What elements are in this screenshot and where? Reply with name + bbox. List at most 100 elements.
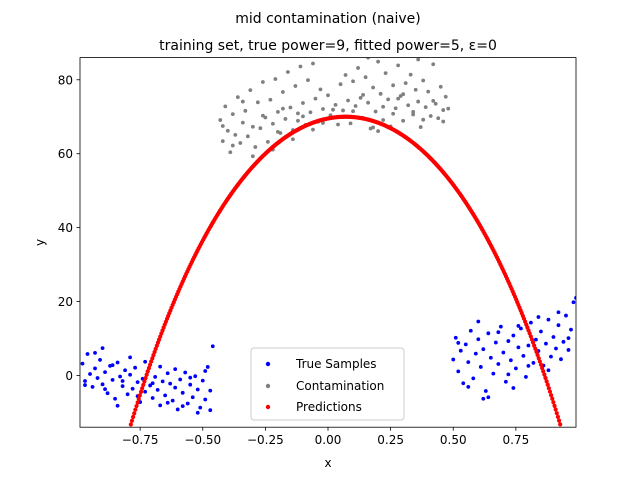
true-samples-point <box>506 339 511 343</box>
contamination-point <box>438 84 443 89</box>
contamination-point <box>321 107 325 111</box>
prediction-point <box>556 418 562 423</box>
contamination-point <box>361 93 365 97</box>
prediction-point <box>546 386 551 391</box>
contamination-point <box>346 98 350 103</box>
contamination-point <box>371 85 375 90</box>
true-samples-point <box>503 379 508 384</box>
x-tick-label: 0.00 <box>315 433 342 447</box>
contamination-point <box>351 109 355 114</box>
contamination-point <box>308 110 313 115</box>
contamination-point <box>391 111 396 116</box>
legend-marker-true-samples <box>265 361 271 367</box>
prediction-point <box>138 389 144 394</box>
contamination-point <box>238 141 243 145</box>
prediction-point <box>137 393 142 398</box>
true-samples-point <box>488 355 493 360</box>
contamination-point <box>306 78 310 83</box>
contamination-point <box>401 118 406 123</box>
prediction-point <box>151 353 156 358</box>
contamination-point <box>376 59 380 64</box>
true-samples-point <box>180 390 185 395</box>
prediction-point <box>545 382 550 387</box>
prediction-point <box>129 418 135 423</box>
contamination-point <box>228 150 233 155</box>
contamination-point <box>255 100 260 105</box>
true-samples-point <box>118 374 122 379</box>
x-axis: −0.75 −0.50 −0.25 0.00 0.25 0.50 0.75 <box>122 427 530 447</box>
chart-subtitle: training set, true power=9, fitted power… <box>159 38 497 54</box>
contamination-point <box>243 108 248 113</box>
true-samples-point <box>526 363 531 368</box>
true-samples-point <box>468 328 473 333</box>
true-samples-point <box>473 351 478 356</box>
contamination-point <box>348 121 353 126</box>
legend-box <box>250 347 405 421</box>
contamination-point <box>258 126 263 131</box>
contamination-point <box>296 118 300 123</box>
true-samples-point <box>105 391 110 396</box>
true-samples-point <box>518 326 523 331</box>
contamination-point <box>336 122 340 127</box>
true-samples-point <box>451 357 456 362</box>
true-samples-point <box>143 359 148 364</box>
true-samples-point <box>120 384 125 389</box>
contamination-point <box>225 128 230 133</box>
true-samples-point <box>193 374 198 379</box>
contamination-point <box>230 112 235 117</box>
true-samples-point <box>536 315 541 319</box>
contamination-point <box>311 127 315 132</box>
contamination-point <box>301 101 305 105</box>
prediction-point <box>542 372 547 377</box>
y-axis-label: y <box>33 239 47 246</box>
x-tick-label: 0.75 <box>503 433 530 447</box>
true-samples-point <box>544 341 548 346</box>
true-samples-point <box>556 310 561 315</box>
prediction-point <box>558 422 563 427</box>
x-tick-label: −0.25 <box>247 433 284 447</box>
true-samples-point <box>569 327 573 332</box>
y-tick-label: 40 <box>58 221 73 235</box>
true-samples-point <box>493 340 498 345</box>
prediction-point <box>150 356 155 361</box>
true-samples-point <box>93 351 97 355</box>
true-samples-point <box>516 324 521 328</box>
prediction-point <box>133 407 138 412</box>
prediction-point <box>135 400 140 405</box>
legend: True Samples Contamination Predictions <box>250 347 405 421</box>
chart-title: mid contamination (naive) <box>235 11 420 27</box>
true-samples-point <box>128 372 133 377</box>
true-samples-point <box>163 393 168 398</box>
prediction-point <box>534 349 539 354</box>
true-samples-point <box>478 365 483 369</box>
true-samples-point <box>521 353 526 358</box>
contamination-point <box>416 99 421 104</box>
legend-label-contamination: Contamination <box>296 379 384 393</box>
prediction-point <box>142 379 147 384</box>
contamination-point <box>341 108 345 113</box>
true-samples-point <box>188 382 193 387</box>
prediction-point <box>541 369 546 374</box>
y-axis: 0 20 40 60 80 <box>58 73 80 383</box>
legend-label-true-samples: True Samples <box>295 357 377 371</box>
true-samples-point <box>205 365 210 369</box>
x-tick-label: 0.25 <box>377 433 404 447</box>
prediction-point <box>146 366 152 371</box>
true-samples-point <box>188 375 193 380</box>
y-tick-label: 0 <box>65 369 73 383</box>
prediction-point <box>132 411 137 416</box>
true-samples-point <box>173 367 178 372</box>
x-axis-label: x <box>324 456 331 470</box>
true-samples-point <box>529 320 533 325</box>
true-samples-point <box>471 376 476 381</box>
prediction-point <box>553 407 558 412</box>
contamination-point <box>331 107 335 112</box>
prediction-point <box>547 389 553 394</box>
true-samples-point <box>506 372 511 377</box>
contamination-point <box>250 124 255 129</box>
true-samples-point <box>498 324 503 329</box>
contamination-point <box>366 57 370 60</box>
contamination-point <box>378 91 383 96</box>
contamination-point <box>230 143 235 148</box>
